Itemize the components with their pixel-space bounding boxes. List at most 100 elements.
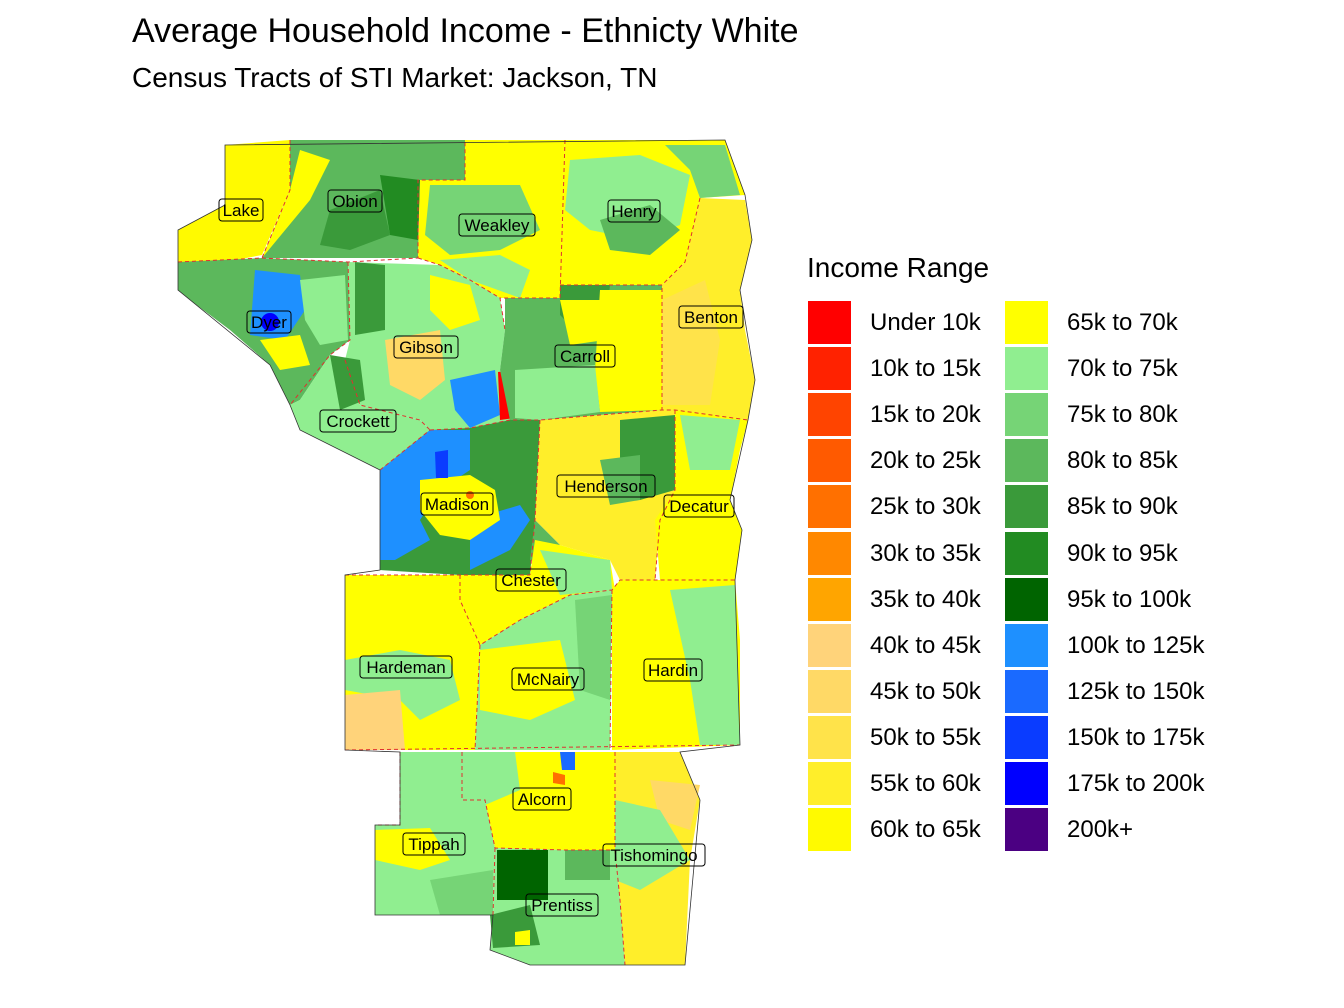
- tract: [300, 275, 348, 345]
- legend-swatch: [1005, 624, 1048, 667]
- county-name: Alcorn: [518, 790, 566, 809]
- legend-label: 50k to 55k: [870, 724, 981, 751]
- county-name: Crockett: [326, 412, 390, 431]
- county-label-hardeman: Hardeman: [359, 655, 453, 679]
- tract: [385, 330, 445, 400]
- county-name: Obion: [332, 192, 377, 211]
- county-name: Decatur: [669, 497, 729, 516]
- market-outline: [177, 139, 756, 966]
- legend-item: 90k to 95k: [1005, 532, 1235, 578]
- tract: [670, 585, 740, 745]
- tract: [345, 650, 460, 720]
- map-subtitle: Census Tracts of STI Market: Jackson, TN: [132, 62, 658, 93]
- legend-label: 25k to 30k: [870, 493, 981, 520]
- legend-label: 65k to 70k: [1067, 309, 1178, 336]
- county-label-decatur: Decatur: [663, 494, 735, 518]
- legend-item: 95k to 100k: [1005, 578, 1235, 624]
- legend-swatch: [808, 532, 851, 575]
- tract: [462, 752, 520, 805]
- tract: [375, 828, 450, 870]
- tract: [425, 185, 540, 255]
- legend-swatch: [808, 347, 851, 390]
- legend-label: 75k to 80k: [1067, 401, 1178, 428]
- county-label-henry: Henry: [607, 199, 661, 223]
- county-name: Benton: [684, 308, 738, 327]
- legend-item: 80k to 85k: [1005, 439, 1235, 485]
- legend-swatch: [808, 578, 851, 621]
- tract: [345, 690, 405, 750]
- census-tract-map: Lake Obion Weakley Henry Dyer Benton Gib…: [177, 139, 756, 966]
- legend-item: 125k to 150k: [1005, 670, 1235, 716]
- legend-label: 60k to 65k: [870, 816, 981, 843]
- legend-item: 150k to 175k: [1005, 716, 1235, 762]
- tract: [420, 475, 500, 540]
- county-label-crockett: Crockett: [319, 409, 397, 433]
- tract: [262, 150, 330, 258]
- county-label-alcorn: Alcorn: [512, 787, 572, 811]
- legend-item: 15k to 20k: [808, 393, 1038, 439]
- legend-title: Income Range: [807, 252, 990, 283]
- tract: [515, 365, 600, 420]
- tract: [565, 850, 610, 880]
- legend-item: 65k to 70k: [1005, 301, 1235, 347]
- county-borders: [177, 139, 749, 966]
- county-name: Dyer: [251, 313, 287, 332]
- legend-label: 55k to 60k: [870, 770, 981, 797]
- legend-label: 15k to 20k: [870, 401, 981, 428]
- county-name: Hardin: [648, 661, 698, 680]
- tract: [320, 190, 390, 250]
- tract: [515, 930, 530, 945]
- legend-swatch: [1005, 485, 1048, 528]
- legend-item: 100k to 125k: [1005, 624, 1235, 670]
- county-label-weakley: Weakley: [458, 213, 536, 237]
- tract: [480, 640, 575, 720]
- legend-label: 10k to 15k: [870, 355, 981, 382]
- county-label-prentiss: Prentiss: [525, 893, 599, 917]
- legend-swatch: [808, 485, 851, 528]
- legend-item: 60k to 65k: [808, 808, 1038, 854]
- legend-label: 200k+: [1067, 816, 1134, 843]
- legend-swatch: [1005, 578, 1048, 621]
- county-labels: Lake Obion Weakley Henry Dyer Benton Gib…: [218, 189, 744, 917]
- tract: [600, 455, 640, 505]
- tract: [553, 772, 565, 785]
- county-name: Prentiss: [531, 896, 592, 915]
- county-name: Madison: [425, 495, 489, 514]
- legend-item: 25k to 30k: [808, 485, 1038, 531]
- legend-swatch: [808, 439, 851, 482]
- legend-swatch: [1005, 393, 1048, 436]
- county-label-hardin: Hardin: [643, 658, 703, 682]
- county-label-tishomingo: Tishomingo: [602, 843, 706, 867]
- legend-label: 70k to 75k: [1067, 355, 1178, 382]
- tract: [450, 370, 500, 428]
- legend-label: 90k to 95k: [1067, 540, 1178, 567]
- tract: [380, 175, 420, 240]
- legend-swatch: [808, 301, 851, 344]
- legend-item: 10k to 15k: [808, 347, 1038, 393]
- tract: [261, 313, 279, 331]
- legend-item: 50k to 55k: [808, 716, 1038, 762]
- county-name: Gibson: [399, 338, 453, 357]
- legend-swatch: [808, 808, 851, 851]
- county-label-benton: Benton: [678, 305, 744, 329]
- legend-swatch: [1005, 301, 1048, 344]
- tract: [560, 300, 605, 345]
- tract: [178, 140, 290, 262]
- county-name: Hardeman: [366, 658, 445, 677]
- county-name: Henry: [611, 202, 657, 221]
- county-label-obion: Obion: [327, 189, 383, 213]
- county-name: Henderson: [564, 477, 647, 496]
- legend-label: 30k to 35k: [870, 540, 981, 567]
- legend-item: 30k to 35k: [808, 532, 1038, 578]
- legend-swatch: [1005, 808, 1048, 851]
- tract: [430, 275, 480, 330]
- legend-item: Under 10k: [808, 301, 1038, 347]
- tract: [330, 355, 365, 410]
- county-label-mcnairy: McNairy: [511, 667, 585, 691]
- tract: [355, 262, 385, 335]
- legend-item: 45k to 50k: [808, 670, 1038, 716]
- legend-label: 20k to 25k: [870, 447, 981, 474]
- legend-item: 40k to 45k: [808, 624, 1038, 670]
- legend-label: 35k to 40k: [870, 586, 981, 613]
- legend-item: 175k to 200k: [1005, 762, 1235, 808]
